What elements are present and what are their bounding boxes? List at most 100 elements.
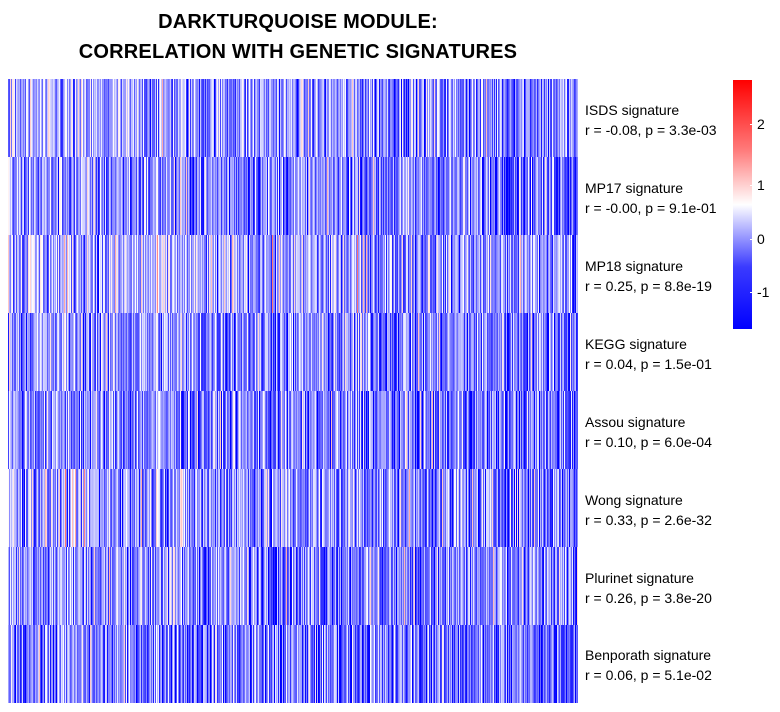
- heatmap-cell: [291, 547, 293, 626]
- heatmap-cell: [307, 235, 309, 314]
- heatmap-cell: [175, 157, 177, 236]
- heatmap-cell: [491, 469, 493, 548]
- heatmap-cell: [456, 391, 458, 470]
- heatmap-cell: [570, 157, 572, 236]
- heatmap-cell: [349, 469, 351, 548]
- heatmap-cell: [434, 547, 436, 626]
- heatmap-cell: [453, 625, 455, 703]
- heatmap-cell: [504, 391, 506, 470]
- heatmap-cell: [153, 313, 155, 392]
- heatmap-cell: [444, 157, 446, 236]
- heatmap-cell: [555, 547, 557, 626]
- heatmap-cell: [377, 625, 379, 703]
- heatmap-cell: [182, 313, 184, 392]
- heatmap-cell: [273, 469, 275, 548]
- heatmap-cell: [321, 547, 323, 626]
- heatmap-cell: [156, 547, 158, 626]
- heatmap-cell: [242, 157, 244, 236]
- heatmap-cell: [104, 313, 106, 392]
- heatmap-cell: [494, 469, 496, 548]
- heatmap-cell: [262, 313, 264, 392]
- heatmap-cell: [228, 547, 230, 626]
- heatmap-cell: [294, 391, 296, 470]
- heatmap-cell: [401, 235, 403, 314]
- heatmap-cell: [510, 391, 512, 470]
- heatmap-cell: [408, 157, 410, 236]
- heatmap-cell: [421, 547, 423, 626]
- heatmap-cell: [448, 469, 450, 548]
- heatmap-cell: [526, 547, 528, 626]
- heatmap-cell: [456, 157, 458, 236]
- heatmap-cell: [461, 157, 463, 236]
- heatmap-cell: [388, 235, 390, 314]
- heatmap-cell: [124, 79, 126, 158]
- heatmap-cell: [496, 391, 498, 470]
- heatmap-cell: [470, 79, 472, 158]
- heatmap-cell: [92, 313, 94, 392]
- heatmap-cell: [541, 391, 543, 470]
- heatmap-cell: [234, 313, 236, 392]
- heatmap-cell: [453, 313, 455, 392]
- heatmap-cell: [364, 469, 366, 548]
- heatmap-cell: [330, 313, 332, 392]
- heatmap-cell: [169, 313, 171, 392]
- heatmap-cell: [401, 625, 403, 703]
- heatmap-cell: [267, 469, 269, 548]
- heatmap-cell: [133, 79, 135, 158]
- heatmap-cell: [557, 313, 559, 392]
- heatmap-cell: [536, 547, 538, 626]
- heatmap-cell: [481, 391, 483, 470]
- heatmap-cell: [205, 235, 207, 314]
- heatmap-cell: [358, 391, 360, 470]
- heatmap-cell: [427, 157, 429, 236]
- heatmap-cell: [174, 625, 176, 703]
- heatmap-cell: [442, 625, 444, 703]
- heatmap-cell: [120, 235, 122, 314]
- heatmap-cell: [115, 79, 117, 158]
- heatmap-cell: [310, 313, 312, 392]
- heatmap-cell: [159, 469, 161, 548]
- heatmap-cell: [396, 391, 398, 470]
- heatmap-cell: [431, 625, 433, 703]
- heatmap-cell: [237, 391, 239, 470]
- heatmap-cell: [492, 235, 494, 314]
- heatmap-cell: [256, 625, 258, 703]
- heatmap-cell: [74, 79, 76, 158]
- heatmap-cell: [142, 79, 144, 158]
- heatmap-cell: [503, 391, 505, 470]
- heatmap-cell: [327, 79, 329, 158]
- heatmap-cell: [394, 157, 396, 236]
- heatmap-cell: [440, 469, 442, 548]
- heatmap-cell: [460, 313, 462, 392]
- heatmap-cell: [125, 469, 127, 548]
- heatmap-cell: [406, 391, 408, 470]
- heatmap-cell: [499, 391, 501, 470]
- heatmap-cell: [385, 547, 387, 626]
- heatmap-cell: [340, 235, 342, 314]
- heatmap-cell: [305, 625, 307, 703]
- heatmap-cell: [362, 391, 364, 470]
- heatmap-cell: [199, 313, 201, 392]
- heatmap-cell: [25, 469, 27, 548]
- heatmap-cell: [10, 313, 12, 392]
- heatmap-cell: [311, 625, 313, 703]
- heatmap-cell: [108, 313, 110, 392]
- heatmap-cell: [171, 469, 173, 548]
- heatmap-cell: [502, 547, 504, 626]
- heatmap-cell: [259, 235, 261, 314]
- heatmap-cell: [246, 547, 248, 626]
- heatmap-cell: [485, 79, 487, 158]
- heatmap-cell: [453, 547, 455, 626]
- heatmap-cell: [430, 547, 432, 626]
- heatmap-cell: [485, 235, 487, 314]
- heatmap-cell: [557, 235, 559, 314]
- heatmap-cell: [373, 391, 375, 470]
- heatmap-cell: [308, 235, 310, 314]
- heatmap-cell: [303, 79, 305, 158]
- heatmap-cell: [250, 79, 252, 158]
- heatmap-cell: [442, 157, 444, 236]
- heatmap-cell: [540, 547, 542, 626]
- heatmap-cell: [500, 391, 502, 470]
- heatmap-cell: [305, 235, 307, 314]
- heatmap-cell: [513, 391, 515, 470]
